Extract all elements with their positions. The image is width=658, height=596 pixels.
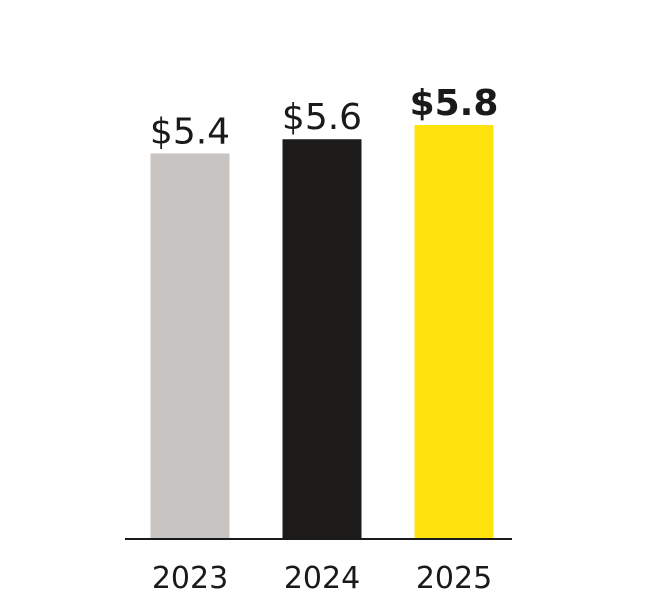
x-tick-label-group: 2023 2024 2025: [152, 561, 492, 596]
bar-group: [150, 125, 494, 538]
data-label-2024: $5.6: [282, 97, 362, 138]
bar-2025: [414, 125, 494, 538]
data-label-2023: $5.4: [150, 111, 230, 152]
x-tick-label-2025: 2025: [416, 561, 492, 596]
data-label-2025: $5.8: [410, 83, 499, 124]
x-tick-label-2023: 2023: [152, 561, 228, 596]
bar-2023: [150, 153, 230, 538]
x-tick-label-2024: 2024: [284, 561, 360, 596]
data-label-group: $5.4 $5.6 $5.8: [150, 83, 498, 152]
bar-2024: [282, 139, 362, 538]
